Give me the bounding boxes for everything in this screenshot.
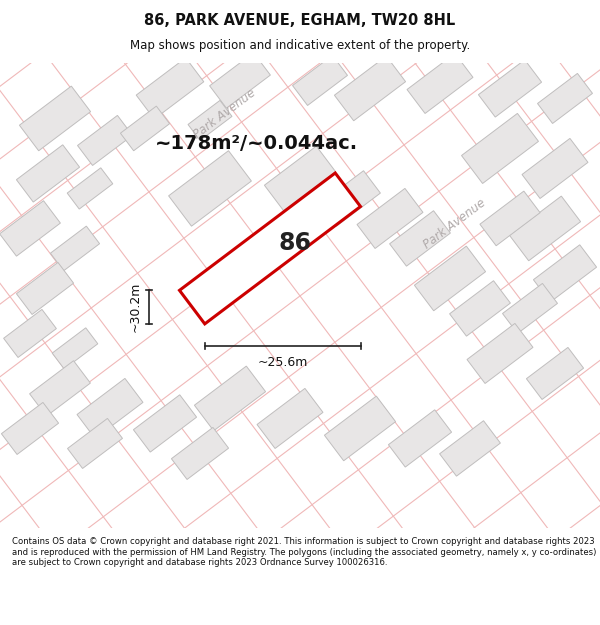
Polygon shape (334, 56, 406, 121)
Polygon shape (172, 428, 229, 479)
Polygon shape (16, 262, 74, 314)
Polygon shape (209, 52, 271, 108)
Polygon shape (29, 361, 91, 416)
Polygon shape (478, 60, 542, 117)
Text: Park Avenue: Park Avenue (191, 86, 259, 141)
Text: Park Avenue: Park Avenue (421, 196, 488, 251)
Polygon shape (293, 56, 347, 106)
Polygon shape (77, 116, 133, 166)
Polygon shape (480, 191, 540, 246)
Text: Map shows position and indicative extent of the property.: Map shows position and indicative extent… (130, 39, 470, 52)
Polygon shape (0, 201, 61, 256)
Polygon shape (265, 146, 335, 211)
Polygon shape (538, 73, 592, 124)
Polygon shape (533, 245, 596, 302)
Polygon shape (188, 101, 232, 141)
Polygon shape (179, 173, 361, 324)
Polygon shape (1, 402, 59, 454)
Text: Contains OS data © Crown copyright and database right 2021. This information is : Contains OS data © Crown copyright and d… (12, 538, 596, 568)
Polygon shape (50, 226, 100, 271)
Polygon shape (461, 113, 538, 184)
Polygon shape (503, 283, 557, 334)
Polygon shape (320, 171, 380, 226)
Polygon shape (440, 421, 500, 476)
Polygon shape (68, 418, 122, 469)
Polygon shape (415, 246, 485, 311)
Polygon shape (52, 328, 98, 369)
Polygon shape (388, 410, 452, 467)
Text: 86: 86 (278, 231, 311, 256)
Text: ~30.2m: ~30.2m (128, 282, 142, 332)
Polygon shape (133, 395, 197, 452)
Polygon shape (169, 151, 251, 226)
Polygon shape (522, 138, 588, 199)
Polygon shape (19, 86, 91, 151)
Polygon shape (526, 348, 584, 399)
Polygon shape (357, 188, 423, 249)
Polygon shape (16, 145, 80, 202)
Polygon shape (407, 53, 473, 114)
Text: ~178m²/~0.044ac.: ~178m²/~0.044ac. (155, 134, 358, 153)
Text: 86, PARK AVENUE, EGHAM, TW20 8HL: 86, PARK AVENUE, EGHAM, TW20 8HL (145, 12, 455, 28)
Polygon shape (257, 388, 323, 449)
Polygon shape (121, 106, 170, 151)
Polygon shape (467, 323, 533, 384)
Text: ~25.6m: ~25.6m (257, 356, 308, 369)
Polygon shape (4, 309, 56, 358)
Polygon shape (136, 58, 204, 119)
Polygon shape (449, 281, 511, 336)
Polygon shape (389, 211, 451, 266)
Polygon shape (325, 396, 395, 461)
Polygon shape (509, 196, 581, 261)
Polygon shape (77, 378, 143, 439)
Polygon shape (194, 366, 266, 431)
Polygon shape (67, 168, 113, 209)
